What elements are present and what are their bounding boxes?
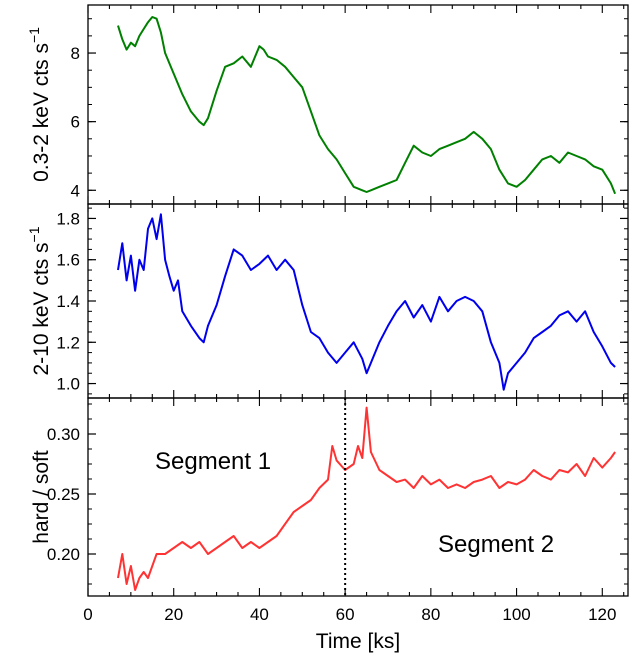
panel-1-frame <box>87 4 629 205</box>
panel-1-ylabel: 0.3-2 keV cts s−1 <box>26 27 53 182</box>
panel-3-series-line <box>117 406 616 591</box>
panel-3-ytick-label: 0.20 <box>47 545 80 564</box>
panel-3-ytick-label: 0.30 <box>47 425 80 444</box>
xtick-label: 120 <box>588 605 616 624</box>
panel-1-ytick-label: 6 <box>71 113 80 132</box>
panel-2-ytick-label: 1.4 <box>56 292 80 311</box>
panel-3-ylabel-text: hard / soft <box>30 450 53 544</box>
x-axis-title: Time [ks] <box>316 630 400 653</box>
panel-2-ylabel: 2-10 keV cts s−1 <box>26 226 53 375</box>
panel-2-ytick-label: 1.8 <box>56 209 80 228</box>
panel-1-ytick-label: 8 <box>71 44 80 63</box>
panel-2-ytick-label: 1.6 <box>56 251 80 270</box>
xtick-label: 100 <box>502 605 530 624</box>
panel-3-ylabel: hard / soft <box>30 450 53 544</box>
panel-1-series-line <box>117 16 617 195</box>
panel-2-ylabel-text: 2-10 keV cts s <box>30 242 53 375</box>
xtick-label: 80 <box>421 605 440 624</box>
panel-3-ytick-label: 0.25 <box>47 485 80 504</box>
panel-2-frame <box>87 203 629 399</box>
xtick-label: 0 <box>83 605 92 624</box>
panel-1-ytick-label: 4 <box>71 181 80 200</box>
panel-2-ylabel-exponent: −1 <box>26 226 42 242</box>
panel-3-frame <box>87 397 629 597</box>
panel-1-ylabel-text: 0.3-2 keV cts s <box>30 43 53 182</box>
panel-1-ylabel-exponent: −1 <box>26 27 42 43</box>
panel-2-ytick-label: 1.2 <box>56 333 80 352</box>
segment-1-annotation: Segment 1 <box>155 448 271 475</box>
xtick-label: 60 <box>336 605 355 624</box>
panel-2-series-line <box>117 213 616 391</box>
xtick-label: 20 <box>164 605 183 624</box>
segment-2-annotation: Segment 2 <box>438 531 554 558</box>
xtick-label: 40 <box>250 605 269 624</box>
panel-2-ytick-label: 1.0 <box>56 375 80 394</box>
